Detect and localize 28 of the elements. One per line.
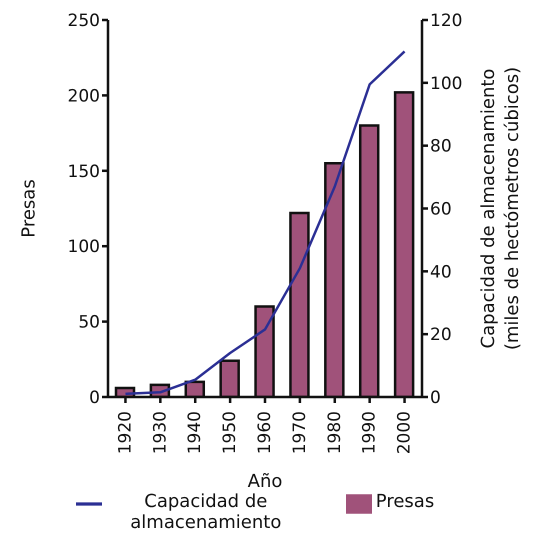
y-axis-title: Presas: [18, 179, 40, 238]
y2-tick-label: 80: [430, 136, 452, 157]
x-tick-label: 1940: [185, 411, 206, 454]
x-tick-label: 1990: [360, 411, 380, 454]
legend-label: Capacidad de almacenamiento: [129, 491, 282, 533]
y-tick-label: 0: [89, 388, 100, 408]
y2-tick-label: 40: [430, 262, 452, 282]
x-tick-label: 1980: [324, 411, 345, 454]
y-tick-label: 100: [68, 237, 100, 258]
x-tick-label: 1930: [150, 411, 170, 454]
y2-tick-label: 0: [430, 388, 441, 408]
x-tick-label: 1970: [290, 411, 310, 454]
y2-tick-label: 20: [430, 325, 452, 346]
y2-tick-label: 120: [430, 11, 462, 32]
y-tick-label: 250: [68, 11, 100, 32]
x-tick-label: 2000: [394, 411, 415, 454]
x-axis-title: Año: [248, 471, 282, 492]
legend-label: Presas: [376, 491, 434, 512]
x-tick-label: 1950: [220, 411, 240, 454]
y2-tick-label: 100: [430, 74, 462, 94]
y2-axis-title: Capacidad de almacenamiento (miles de hectómetros cúbicos): [478, 66, 523, 350]
y-tick-label: 200: [68, 86, 100, 106]
y-tick-label: 50: [78, 312, 100, 333]
x-tick-label: 1920: [115, 411, 136, 454]
x-tick-label: 1960: [255, 411, 275, 454]
y-tick-label: 150: [68, 162, 100, 182]
y2-tick-label: 60: [430, 200, 452, 220]
line-series: [124, 50, 406, 396]
